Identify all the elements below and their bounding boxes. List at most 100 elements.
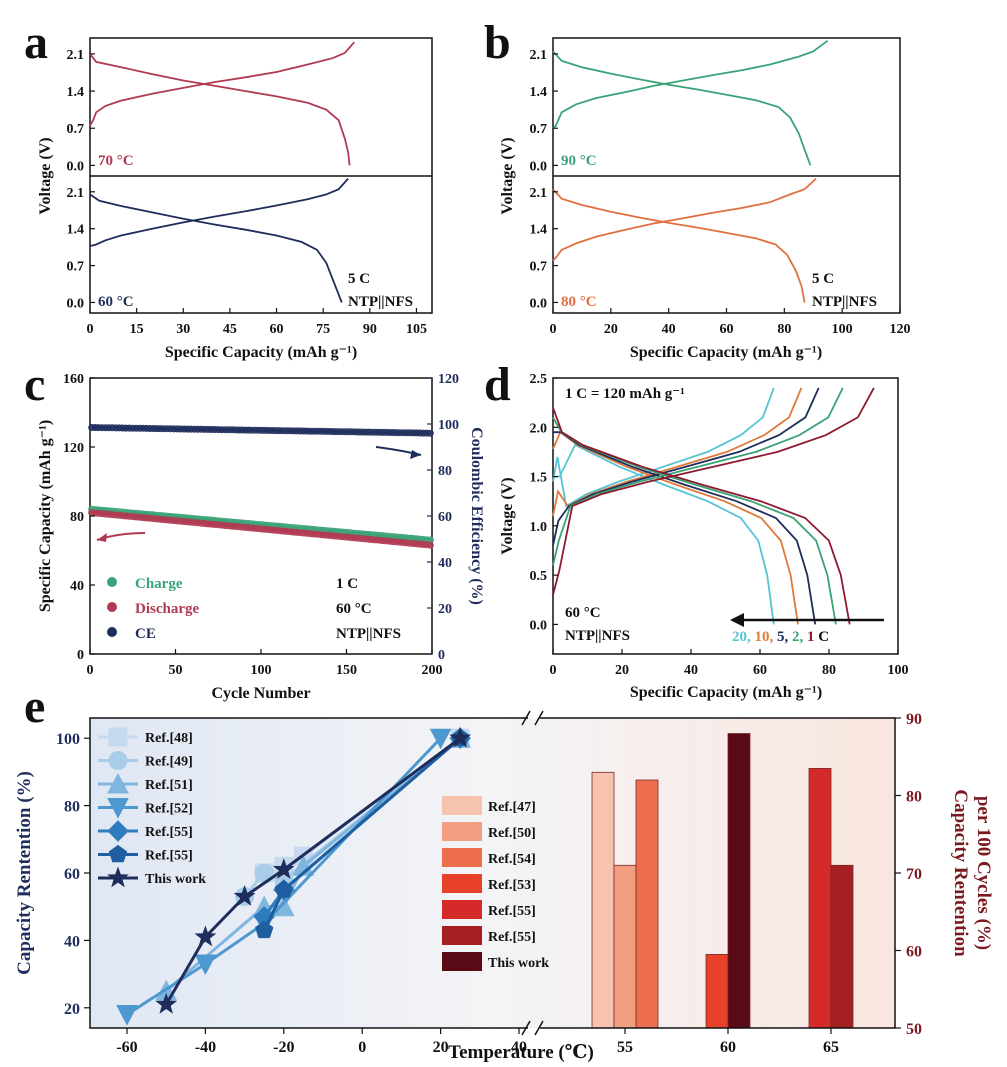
panel-e-bar-ref54-55 (635, 779, 659, 1029)
panel-e-ylabel-right: Capacity Rentention per 100 Cycles (%) (950, 789, 994, 957)
legend-bar-swatch-2 (442, 848, 482, 867)
panel-a-charge-curve-0 (89, 41, 355, 127)
legend-bar-swatch-5 (442, 926, 482, 945)
panel-c-left-arrowhead (97, 533, 107, 542)
panel-e-ylabel-right-line1: Capacity Rentention (950, 789, 971, 957)
panel-b-xtick-label: 60 (720, 322, 734, 337)
panel-d-rate-unit: C (818, 629, 829, 645)
panel-d-rate-labels: 20, 10, 5, 2, 1 C (732, 629, 829, 645)
panel-e-ytick-right-label: 80 (906, 789, 922, 806)
panel-c-ytick-right-label: 80 (438, 464, 452, 479)
panel-c-xlabel: Cycle Number (211, 685, 310, 702)
panel-a-ytick-label: 0.7 (67, 122, 85, 137)
panel-c-ytick-right-label: 120 (438, 372, 459, 387)
panel-a-charge-curve-1 (89, 178, 349, 247)
panel-d-rate-note: 1 C = 120 mAh g⁻¹ (565, 386, 685, 402)
panel-e-frame-right (540, 717, 896, 1029)
panel-b-ytick-label: 2.1 (530, 48, 548, 63)
panel-e-bar-ref55-65 (808, 768, 832, 1029)
legend-bar-swatch-6 (442, 952, 482, 971)
panel-e-xtick-right-label: 60 (720, 1039, 736, 1056)
panel-e-ytick-label: 80 (64, 799, 80, 816)
panel-a-xtick-label: 75 (316, 322, 330, 337)
panel-c-ytick-label: 80 (70, 510, 84, 525)
panel-d-xtick-label: 0 (550, 663, 557, 678)
panel-e-ticks: -60 -40 -20 0 20 40 55 60 65 20 40 60 80 100 50 60 70 80 9… (56, 711, 922, 1056)
panel-e-xtick-label: -20 (273, 1039, 294, 1056)
panel-d-xtick-label: 80 (822, 663, 836, 678)
panel-c-ytick-label: 120 (63, 441, 84, 456)
panel-d-rate-label-2: 2, (792, 629, 807, 645)
panel-b-ylabel: Voltage (V) (499, 137, 516, 214)
panel-e-bar-ref50-55 (613, 864, 637, 1029)
legend-marker-pentagon (108, 844, 128, 863)
panel-b-top-label: 90 °C (561, 153, 597, 169)
panel-a-ytick-label: 1.4 (67, 85, 85, 100)
legend-marker-square (108, 727, 128, 747)
panel-e-ylabel: Capacity Rentention (%) (14, 771, 35, 975)
panel-b-discharge-curve-0 (552, 50, 812, 166)
panel-b-charge-curve-0 (552, 39, 829, 129)
legend-marker-triangle-down (107, 798, 129, 819)
panel-c-ytick-right-label: 100 (438, 418, 459, 433)
panel-letter-a: a (24, 16, 48, 69)
panel-a-xtick-label: 15 (130, 322, 144, 337)
panel-e-marker-star (449, 726, 472, 748)
panel-d-arrowhead (730, 613, 744, 627)
panel-e-marker-star (272, 858, 295, 879)
panel-e-marker-star (194, 925, 217, 947)
panel-e-ytick-label: 20 (64, 1001, 80, 1018)
panel-b-xtick-label: 120 (890, 322, 911, 337)
panel-d-xtick-label: 20 (615, 663, 629, 678)
panel-e-marker-triangle-down (429, 728, 452, 750)
panel-e-ytick-right-label: 70 (906, 866, 922, 883)
panel-b-ytick-label: 1.4 (530, 223, 548, 238)
panel-b-xtick-label: 0 (550, 322, 557, 337)
panel-e-marker-star (233, 885, 256, 906)
legend-marker-diamond (107, 820, 129, 842)
panel-b-ytick-label: 0.7 (530, 122, 548, 137)
panel-a-bottom-plot (89, 178, 349, 303)
legend-label-bar-6: This work (488, 956, 549, 971)
panel-e-ytick-right-label: 90 (906, 711, 922, 728)
legend-label-line-5: Ref.[55] (145, 849, 193, 864)
panel-e-xtick-right-label: 55 (617, 1039, 633, 1056)
panel-d-ytick-label: 0.5 (530, 569, 548, 584)
panel-b-ytick-label: 0.7 (530, 260, 548, 275)
panel-b-ytick-label: 1.4 (530, 85, 548, 100)
panel-c-annotation-cell: NTP||NFS (336, 626, 401, 642)
panel-a-xtick-label: 90 (363, 322, 377, 337)
panel-a-ticks: 0.0 0.7 1.4 2.1 0.0 0.7 1.4 2.1 0 15 30 45 60 75 90 105 (67, 48, 427, 337)
panel-letter-c: c (24, 358, 45, 411)
panel-d-rate-label-20: 20, (732, 629, 755, 645)
legend-bar-swatch-1 (442, 822, 482, 841)
panel-e-bar-legend: Ref.[47] Ref.[50] Ref.[54] Ref.[53] Ref.[55]… (442, 796, 549, 971)
legend-label-bar-3: Ref.[53] (488, 878, 536, 893)
legend-marker-star (107, 866, 129, 888)
panel-e-ytick-label: 60 (64, 866, 80, 883)
panel-c-xtick-label: 0 (87, 663, 94, 678)
panel-e-bar-ref53-60 (705, 954, 729, 1029)
panel-d-ytick-label: 2.0 (530, 421, 548, 436)
panel-c-annotation-rate: 1 C (336, 576, 358, 592)
legend-label-bar-4: Ref.[55] (488, 904, 536, 919)
panel-d-ticks: 0 20 40 60 80 100 0.0 0.5 1.0 1.5 2.0 2.5 (530, 372, 909, 678)
panel-c-ylabel: Specific Capacity (mAh g⁻¹) (37, 420, 54, 612)
panel-b-discharge-curve-1 (552, 188, 806, 303)
panel-c-xtick-label: 200 (422, 663, 443, 678)
panel-d-ylabel: Voltage (V) (499, 477, 516, 554)
panel-e-ytick-label: 40 (64, 933, 80, 950)
panel-d-annotation-temp: 60 °C (565, 605, 601, 621)
legend-label-bar-0: Ref.[47] (488, 800, 536, 815)
panel-e-bar-thiswork-60 (727, 733, 751, 1029)
panel-letter-b: b (484, 16, 511, 69)
panel-a-xtick-label: 0 (87, 322, 94, 337)
legend-label-line-0: Ref.[48] (145, 731, 193, 746)
axis-break-top (521, 710, 544, 726)
panel-d-ytick-label: 1.0 (530, 520, 548, 535)
panel-e-marker-triangle-down (116, 1005, 138, 1026)
panel-c-xtick-label: 100 (251, 663, 272, 678)
panel-b-bottom-plot (552, 177, 817, 303)
panel-a-xtick-label: 60 (270, 322, 284, 337)
legend-marker-ce (107, 627, 117, 637)
